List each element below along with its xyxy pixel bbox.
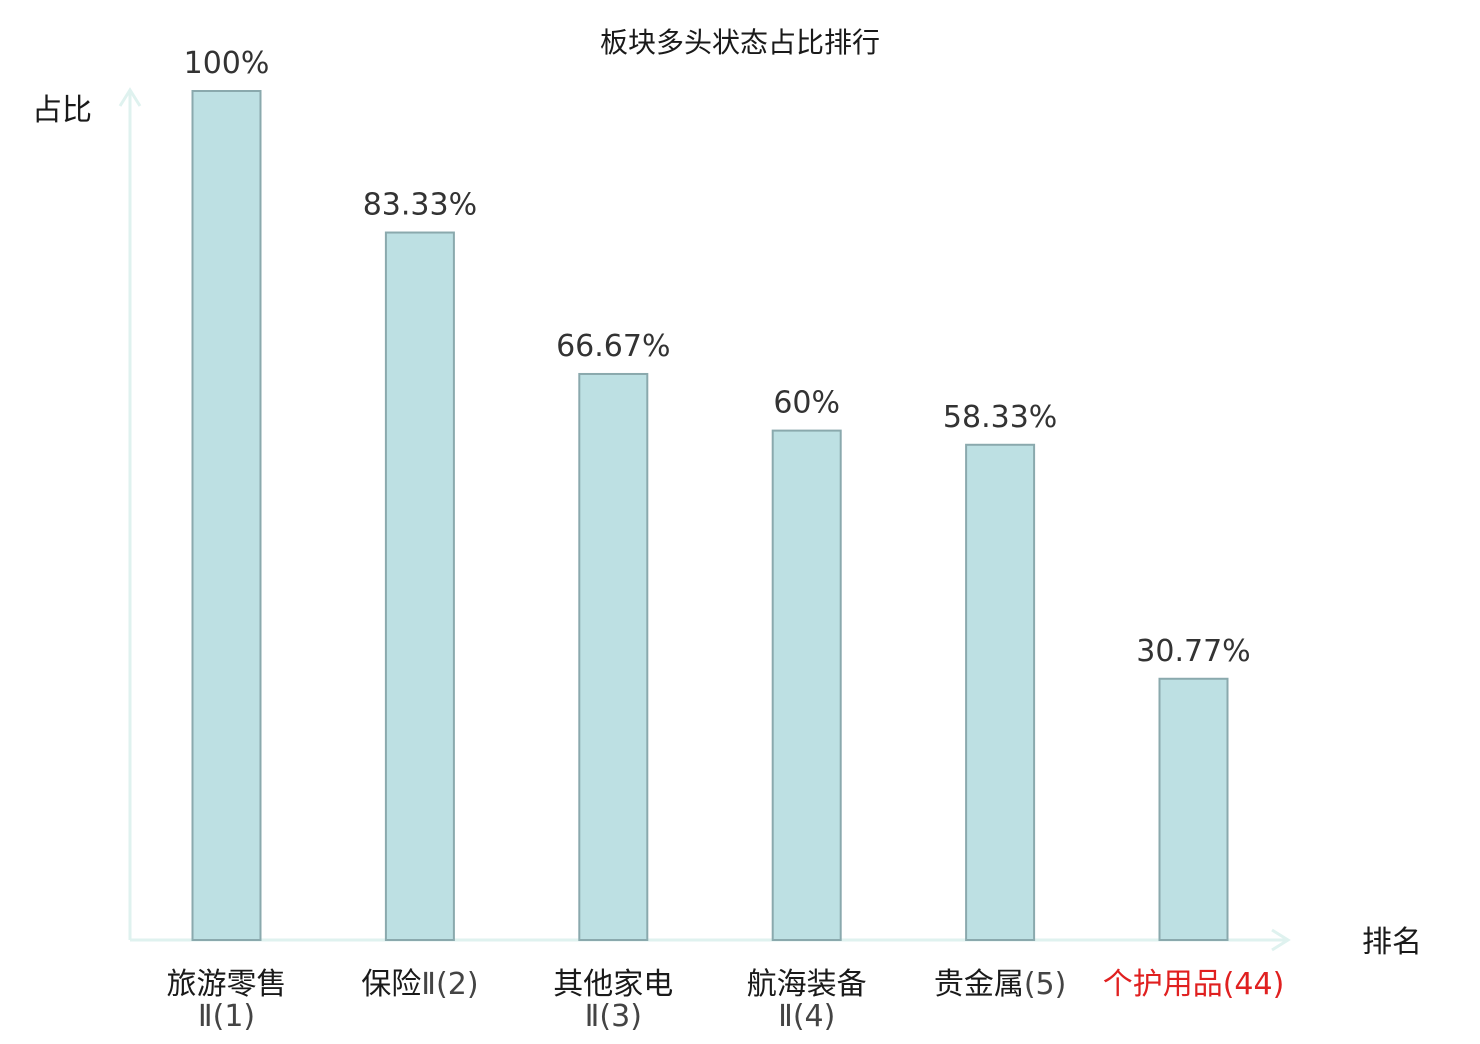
- category-rank: Ⅱ(3): [585, 999, 642, 1034]
- category-rank: (5): [1024, 967, 1067, 1002]
- category-name: 贵金属: [934, 967, 1024, 1002]
- category-label: 旅游零售: [167, 967, 287, 1002]
- category-name: 保险: [361, 967, 421, 1002]
- x-axis-arrow: [1271, 928, 1291, 952]
- bars-group: [191, 90, 1229, 942]
- category-rank: Ⅱ(4): [778, 999, 835, 1034]
- x-axis-label: 排名: [1362, 925, 1422, 960]
- value-label: 58.33%: [943, 400, 1057, 435]
- chart-title: 板块多头状态占比排行: [600, 26, 880, 59]
- category-label: 个护用品(44): [1103, 967, 1285, 1002]
- bar: [384, 231, 455, 941]
- y-axis-label: 占比: [32, 93, 92, 128]
- category-rank: (44): [1223, 967, 1285, 1002]
- category-rank: Ⅱ(2): [421, 967, 478, 1002]
- bar: [578, 372, 649, 942]
- axes: [118, 87, 1291, 952]
- category-rank: Ⅱ(1): [198, 999, 255, 1034]
- value-label: 30.77%: [1136, 634, 1250, 669]
- category-label: 贵金属(5): [934, 967, 1067, 1002]
- value-labels-group: 100% 83.33% 66.67% 60% 58.33% 30.77%: [184, 46, 1251, 669]
- category-label: 航海装备: [747, 967, 867, 1002]
- bar: [1158, 677, 1229, 941]
- category-label: 其他家电: [553, 967, 673, 1002]
- bar: [771, 429, 842, 941]
- value-label: 60%: [773, 386, 840, 421]
- value-label: 83.33%: [363, 188, 477, 223]
- value-label: 100%: [184, 46, 270, 81]
- category-label: 保险Ⅱ(2): [361, 967, 478, 1002]
- category-name: 个护用品: [1103, 967, 1223, 1002]
- bar: [191, 90, 262, 941]
- value-label: 66.67%: [556, 329, 670, 364]
- y-axis-arrow: [118, 87, 142, 107]
- bar: [965, 443, 1036, 941]
